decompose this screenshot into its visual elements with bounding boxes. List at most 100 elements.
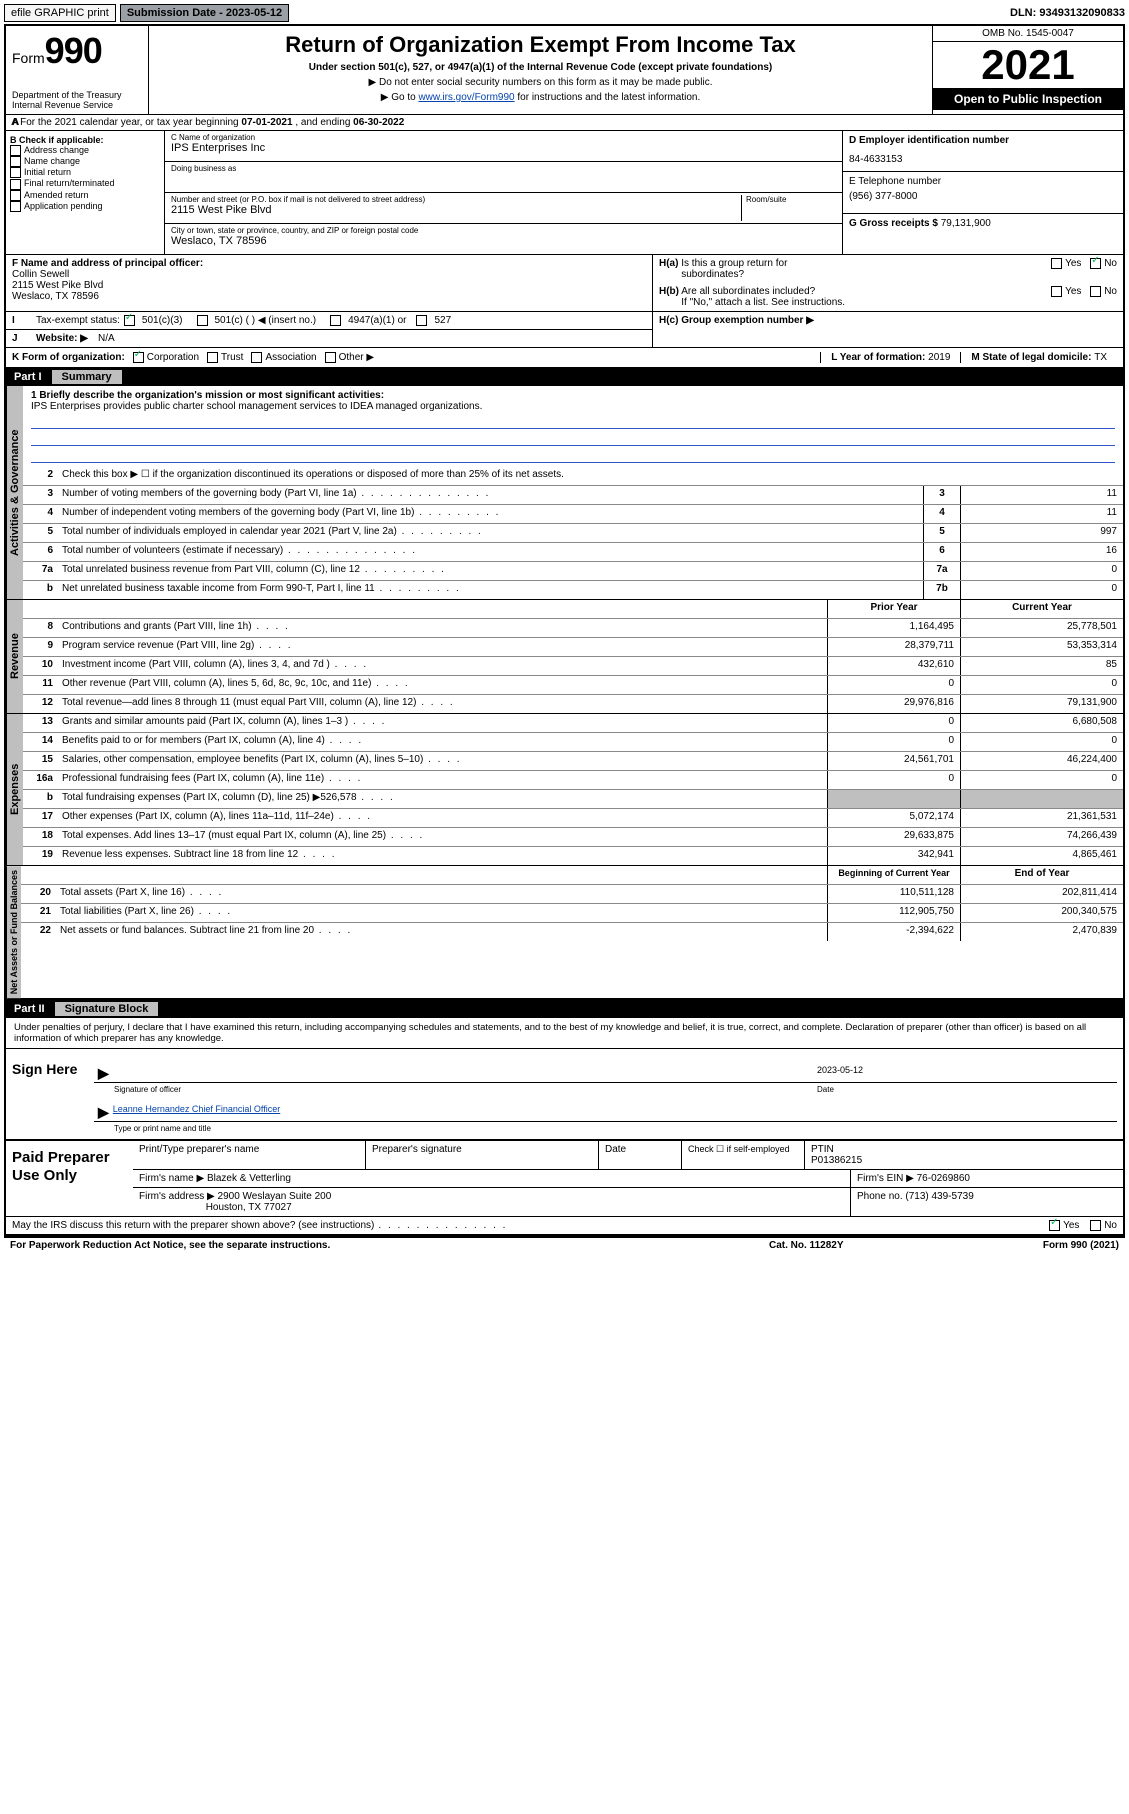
firm-addr1: 2900 Weslayan Suite 200 [218,1191,332,1202]
sign-here-block: Sign Here ▶ 2023-05-12 Signature of offi… [6,1049,1123,1141]
chk-527[interactable] [416,315,427,326]
phone-label: E Telephone number [849,176,1117,187]
paid-row-2: Firm's name ▶ Blazek & Vetterling Firm's… [133,1170,1123,1188]
opt-corp: Corporation [147,352,199,363]
paid-left-label: Paid Preparer Use Only [6,1141,133,1216]
phone-cell: E Telephone number (956) 377-8000 [843,172,1123,213]
box-f-label: F Name and address of principal officer: [12,258,203,269]
part-i-tag: Part I [14,371,48,383]
chk-amended[interactable]: Amended return [10,190,160,201]
chk-501c[interactable] [197,315,208,326]
gov-row-4: 4Number of independent voting members of… [23,504,1123,523]
chk-trust[interactable] [207,352,218,363]
gov-row-b: bNet unrelated business taxable income f… [23,580,1123,599]
opt-4947: 4947(a)(1) or [348,315,406,326]
sig-label: Signature of officer [114,1085,817,1094]
chk-assoc[interactable] [251,352,262,363]
rev-header-row: Prior Year Current Year [23,600,1123,618]
net-rows-20: 20Total assets (Part X, line 16)110,511,… [21,884,1123,903]
irs-link[interactable]: www.irs.gov/Form990 [418,92,514,103]
form-note2: ▶ Go to www.irs.gov/Form990 for instruct… [157,92,924,103]
chk-pending[interactable]: Application pending [10,201,160,212]
chk-amended-label: Amended return [24,190,89,200]
dln-value: 93493132090833 [1039,7,1125,19]
rev-rows-8: 8Contributions and grants (Part VIII, li… [23,618,1123,637]
opt-other: Other ▶ [339,352,374,363]
chk-initial[interactable]: Initial return [10,167,160,178]
form-outer: Form990 Department of the Treasury Inter… [4,24,1125,1238]
dln-box: DLN: 93493132090833 [1010,7,1125,19]
vtab-expenses: Expenses [6,714,23,865]
mission-rule1 [31,414,1115,429]
mission-block: 1 Briefly describe the organization's mi… [23,386,1123,467]
fij-left: F Name and address of principal officer:… [6,255,653,347]
addr-label: Number and street (or P.O. box if mail i… [171,195,741,204]
exp-rows-19: 19Revenue less expenses. Subtract line 1… [23,846,1123,865]
chk-initial-label: Initial return [24,167,71,177]
arrow-icon: ▶ [98,1065,109,1082]
box-c: C Name of organization IPS Enterprises I… [165,131,842,254]
ha-yes[interactable] [1051,258,1062,269]
dba-cell: Doing business as [165,162,842,193]
tax-status-label: Tax-exempt status: [36,315,120,326]
opt-trust: Trust [221,352,243,363]
signature-intro: Under penalties of perjury, I declare th… [6,1018,1123,1049]
omb-number: OMB No. 1545-0047 [933,26,1123,42]
paid-right: Print/Type preparer's name Preparer's si… [133,1141,1123,1216]
name-label: Type or print name and title [94,1124,1117,1133]
form-header: Form990 Department of the Treasury Inter… [6,26,1123,115]
ha-no-label: No [1104,258,1117,269]
chk-address[interactable]: Address change [10,145,160,156]
mission-rule3 [31,448,1115,463]
net-rows: 20Total assets (Part X, line 16)110,511,… [21,884,1123,941]
ha-no[interactable] [1090,258,1101,269]
prep-date-hdr: Date [599,1141,682,1169]
discuss-yes[interactable] [1049,1220,1060,1231]
addr-cell: Number and street (or P.O. box if mail i… [165,193,842,224]
m-label: M State of legal domicile: [971,352,1094,363]
discuss-no[interactable] [1090,1220,1101,1231]
chk-name-label: Name change [24,156,80,166]
gov-content: 1 Briefly describe the organization's mi… [23,386,1123,599]
exp-rows-15: 15Salaries, other compensation, employee… [23,751,1123,770]
end-year-hdr: End of Year [960,866,1123,884]
period-row: AA For the 2021 calendar year, or tax ye… [6,115,1123,131]
hb-yes[interactable] [1051,286,1062,297]
opt-501c: 501(c) ( ) ◀ (insert no.) [215,315,317,326]
opt-527: 527 [434,315,451,326]
chk-other[interactable] [325,352,336,363]
chk-name[interactable]: Name change [10,156,160,167]
efile-button[interactable]: efile GRAPHIC print [4,4,116,22]
paid-row-3: Firm's address ▶ 2900 Weslayan Suite 200… [133,1188,1123,1216]
room-label: Room/suite [746,195,836,204]
section-governance: Activities & Governance 1 Briefly descri… [6,386,1123,600]
rev-content: Prior Year Current Year 8Contributions a… [23,600,1123,713]
rev-rows-9: 9Program service revenue (Part VIII, lin… [23,637,1123,656]
firm-label: Firm's name ▶ [139,1173,204,1184]
officer-typed-name[interactable]: Leanne Hernandez Chief Financial Officer [113,1104,280,1114]
ein-value: 84-4633153 [849,154,1117,165]
chk-501c3[interactable] [124,315,135,326]
begin-year-hdr: Beginning of Current Year [827,866,960,884]
period-mid: , and ending [295,117,353,128]
prep-sig-hdr: Preparer's signature [366,1141,599,1169]
date-label: Date [817,1085,1117,1094]
part-i-name: Summary [52,370,122,384]
mission-q: 1 Briefly describe the organization's mi… [31,390,384,401]
ein-label: D Employer identification number [849,135,1117,146]
chk-final[interactable]: Final return/terminated [10,178,160,189]
firm-phone-label: Phone no. [857,1191,905,1202]
section-revenue: Revenue Prior Year Current Year 8Contrib… [6,600,1123,714]
chk-corp[interactable] [133,352,144,363]
sig-officer[interactable] [113,1065,817,1082]
part-ii-tag: Part II [14,1003,51,1015]
sig-date: 2023-05-12 [817,1065,1117,1082]
hb-no[interactable] [1090,286,1101,297]
chk-4947[interactable] [330,315,341,326]
net-rows-21: 21Total liabilities (Part X, line 26)112… [21,903,1123,922]
exp-rows-16a: 16aProfessional fundraising fees (Part I… [23,770,1123,789]
arrow-icon-2: ▶ [98,1104,109,1121]
page-footer: For Paperwork Reduction Act Notice, see … [4,1238,1125,1253]
k-label: K Form of organization: [12,352,125,363]
form-prefix: Form [12,50,45,66]
